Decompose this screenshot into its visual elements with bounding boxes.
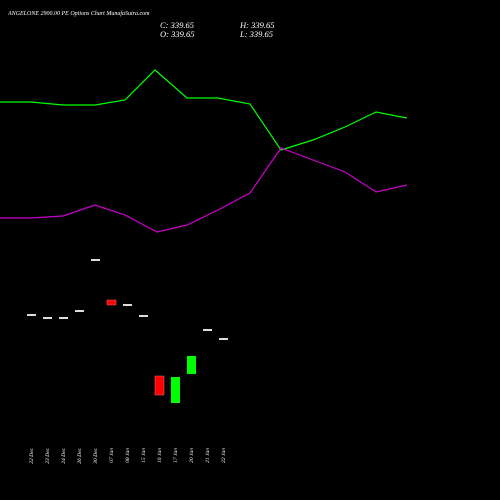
x-tick-label: 26 Dec (77, 447, 83, 463)
x-tick-label: 17 Jan (173, 448, 179, 463)
x-tick-label: 16 Jan (157, 448, 163, 463)
candle-body (139, 315, 148, 317)
x-tick-label: 08 Jan (125, 448, 131, 463)
candle-body (27, 314, 36, 316)
candle-body (154, 375, 165, 396)
x-tick-label: 15 Jan (141, 448, 147, 463)
x-tick-label: 21 Jan (205, 448, 211, 463)
candle-body (75, 310, 84, 312)
candle-body (203, 329, 212, 331)
open-stat: O: 339.65 (160, 29, 194, 39)
low-stat: L: 339.65 (239, 29, 273, 39)
x-tick-label: 07 Jan (109, 448, 115, 463)
candle-body (106, 299, 117, 306)
high-stat: H: 339.65 (239, 20, 274, 30)
x-tick-label: 22 Dec (29, 447, 35, 463)
candle-body (59, 317, 68, 319)
x-tick-label: 22 Jan (221, 448, 227, 463)
candle-body (219, 338, 228, 340)
candle-body (187, 356, 196, 374)
x-tick-label: 20 Jan (189, 448, 195, 463)
candle-body (171, 377, 180, 403)
candle-body (91, 259, 100, 261)
x-tick-label: 30 Dec (93, 447, 99, 464)
x-tick-label: 24 Dec (60, 447, 67, 463)
indicator-line (0, 69, 408, 151)
x-tick-label: 23 Dec (45, 447, 51, 463)
candle-body (123, 304, 132, 306)
indicator-line (0, 147, 408, 233)
chart-title: ANGELONE 2900.00 PE Options Chart Munafa… (7, 10, 150, 17)
candle-body (43, 317, 52, 319)
close-stat: C: 339.65 (160, 20, 194, 30)
